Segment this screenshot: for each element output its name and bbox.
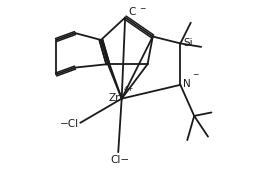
Text: −Cl: −Cl [60,119,79,129]
Text: Si: Si [183,37,193,48]
Text: Cl−: Cl− [110,155,130,165]
Text: 4+: 4+ [123,86,134,92]
Text: N: N [183,79,191,89]
Text: −: − [192,70,198,79]
Text: Zr: Zr [108,93,120,103]
Text: −: − [139,4,145,13]
Text: C: C [129,7,136,17]
